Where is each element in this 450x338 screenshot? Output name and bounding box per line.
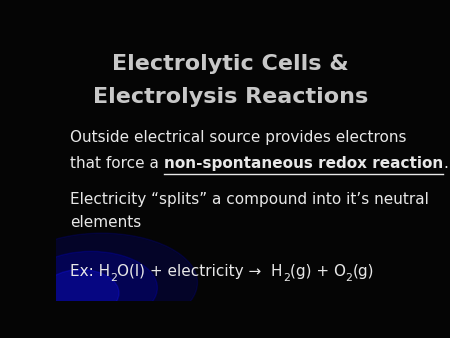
Ellipse shape — [6, 233, 198, 332]
Ellipse shape — [25, 251, 158, 324]
Text: O(l) + electricity →  H: O(l) + electricity → H — [117, 264, 283, 280]
Text: Outside electrical source provides electrons: Outside electrical source provides elect… — [70, 130, 407, 145]
Text: Ex: H: Ex: H — [70, 264, 110, 280]
Text: Electricity “splits” a compound into it’s neutral: Electricity “splits” a compound into it’… — [70, 192, 429, 207]
Ellipse shape — [42, 270, 119, 316]
Text: that force a: that force a — [70, 156, 164, 171]
Text: Electrolytic Cells &: Electrolytic Cells & — [112, 54, 349, 74]
Text: elements: elements — [70, 215, 141, 230]
Text: (g): (g) — [352, 264, 374, 280]
Text: 2: 2 — [110, 273, 117, 283]
Text: .: . — [443, 156, 448, 171]
Text: 2: 2 — [283, 273, 290, 283]
Text: 2: 2 — [346, 273, 352, 283]
Text: non-spontaneous redox reaction: non-spontaneous redox reaction — [164, 156, 443, 171]
Text: (g) + O: (g) + O — [290, 264, 346, 280]
Text: Electrolysis Reactions: Electrolysis Reactions — [93, 88, 368, 107]
